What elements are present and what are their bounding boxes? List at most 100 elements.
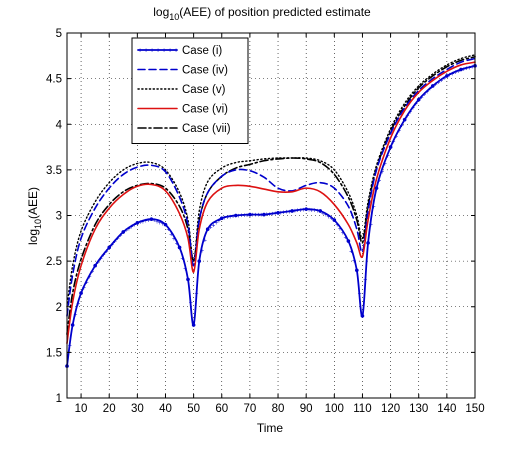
series-marker: + — [175, 240, 179, 247]
series-marker: + — [217, 218, 221, 225]
series-marker: + — [465, 66, 469, 73]
y-tick-label: 3 — [56, 211, 62, 223]
series-marker: + — [341, 230, 345, 237]
series-marker: + — [76, 301, 80, 308]
data-point — [276, 210, 280, 215]
series-marker: + — [389, 145, 393, 152]
series-marker: + — [383, 161, 387, 168]
series-marker: + — [237, 213, 241, 220]
series-marker: + — [332, 218, 336, 225]
series-2 — [66, 57, 476, 317]
data-point — [318, 209, 323, 213]
data-point — [191, 323, 196, 327]
x-tick-labels: 10 20 30 40 50 60 70 80 90 100 110 120 130 140 150 — [75, 403, 485, 415]
legend-marker: + — [174, 48, 178, 55]
tick-marks — [67, 32, 476, 399]
data-point — [262, 212, 266, 217]
series-marker: + — [428, 86, 432, 93]
series-marker: + — [358, 291, 362, 298]
series-marker: + — [253, 212, 257, 219]
series-marker: + — [206, 227, 210, 234]
series-marker: + — [223, 215, 227, 222]
series-marker: + — [211, 222, 215, 229]
legend-marker: + — [150, 48, 154, 55]
x-tick-label: 70 — [243, 403, 256, 415]
series-marker: + — [456, 68, 460, 75]
data-point — [366, 241, 370, 245]
series-marker: + — [405, 113, 409, 120]
data-point — [79, 291, 83, 295]
series-marker: + — [71, 323, 75, 330]
data-point — [355, 268, 359, 273]
data-point — [121, 230, 126, 234]
data-point — [197, 259, 202, 263]
series-marker: + — [282, 210, 286, 217]
legend-box — [131, 37, 249, 144]
data-point — [186, 277, 190, 282]
legend-label: Case (iv) — [182, 65, 228, 77]
series-marker: + — [442, 75, 446, 82]
legend: + + + + + + + Case (i)Case (iv)Case (v)Case (vi… — [131, 37, 249, 144]
series-marker: + — [102, 252, 106, 259]
series-marker: + — [470, 64, 474, 71]
series-marker: + — [327, 214, 331, 221]
x-tick-label: 50 — [187, 403, 200, 415]
series-marker: + — [116, 236, 120, 243]
x-tick-label: 130 — [409, 403, 428, 415]
legend-label: Case (vi) — [182, 104, 228, 116]
series-marker: + — [419, 94, 423, 101]
y-axis-label: log10(AEE) — [26, 187, 43, 245]
series-marker: + — [344, 234, 348, 241]
series-marker: + — [369, 222, 373, 229]
series-marker: + — [130, 224, 134, 231]
series-marker: + — [273, 211, 277, 218]
series-marker: + — [335, 222, 339, 229]
series-marker: + — [400, 123, 404, 130]
series-marker: + — [239, 213, 243, 220]
legend-label: Case (vii) — [182, 123, 231, 135]
series-marker: + — [68, 343, 72, 350]
series-marker: + — [434, 81, 438, 88]
series-marker: + — [169, 231, 173, 238]
data-point — [248, 212, 252, 217]
series-marker: + — [293, 208, 297, 215]
series-marker: + — [152, 218, 156, 225]
series-marker: + — [414, 101, 418, 108]
legend-marker: + — [156, 48, 160, 55]
series-marker: + — [284, 209, 288, 216]
series-marker: + — [85, 280, 89, 287]
series-marker: + — [363, 277, 367, 284]
series-marker: + — [318, 208, 322, 215]
y-tick-label: 5 — [56, 28, 62, 40]
series-marker: + — [110, 242, 114, 249]
series-marker: + — [445, 73, 449, 80]
data-point — [290, 209, 294, 213]
data-point — [304, 207, 308, 211]
chart-title: log10(AEE) of position predicted estimat… — [153, 5, 371, 22]
x-tick-label: 10 — [75, 403, 88, 415]
series-marker: + — [411, 105, 415, 112]
series-marker: + — [132, 222, 136, 229]
series-marker: + — [298, 207, 302, 214]
data-point — [149, 217, 154, 221]
series-marker: + — [397, 128, 401, 135]
series-marker: + — [245, 212, 249, 219]
series-marker: + — [313, 208, 317, 215]
series-marker: + — [450, 71, 454, 78]
series-marker: + — [279, 210, 283, 217]
series-marker: + — [391, 139, 395, 146]
series-marker: + — [436, 79, 440, 86]
series-marker: + — [113, 239, 117, 246]
series-marker: + — [228, 214, 232, 221]
data-point — [346, 239, 351, 243]
series-marker: + — [462, 66, 466, 73]
x-tick-label: 140 — [437, 403, 456, 415]
series-marker: + — [355, 268, 359, 275]
series-marker: + — [197, 259, 201, 266]
legend-item: Case (iv) — [137, 65, 228, 77]
series-marker: + — [439, 77, 443, 84]
data-point — [135, 221, 140, 225]
series-marker: + — [287, 209, 291, 216]
series-marker: + — [138, 220, 142, 227]
